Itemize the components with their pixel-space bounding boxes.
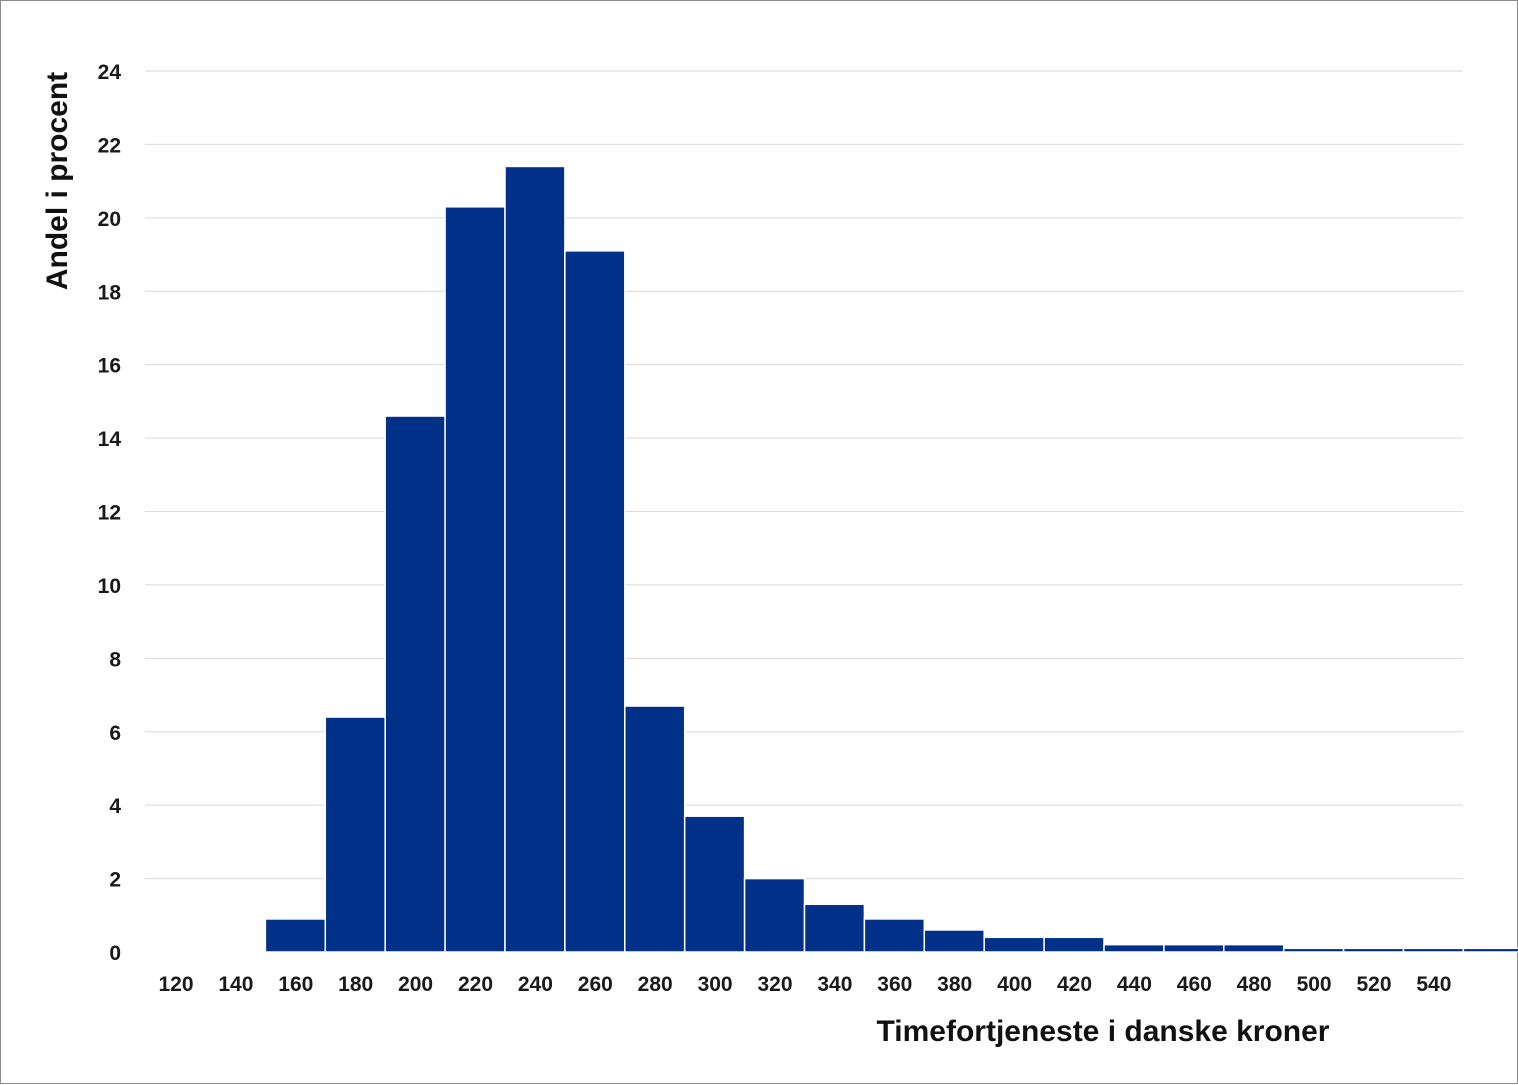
- x-tick-label: 520: [1356, 973, 1391, 996]
- bar: [1043, 936, 1105, 953]
- bar: [444, 206, 506, 953]
- x-tick-label: 140: [218, 973, 253, 996]
- y-tick-label: 12: [98, 502, 121, 525]
- x-tick-label: 460: [1177, 973, 1212, 996]
- y-tick-label: 18: [98, 281, 122, 304]
- y-axis-title: Andel i procent: [41, 72, 74, 290]
- x-tick-label: 200: [398, 973, 433, 996]
- bar: [863, 918, 926, 953]
- bar: [1163, 943, 1225, 953]
- y-tick-label: 0: [109, 942, 121, 965]
- x-tick-label: 380: [937, 973, 972, 996]
- x-tick-label: 240: [518, 973, 553, 996]
- y-tick-label: 2: [109, 869, 121, 892]
- bar: [1462, 947, 1518, 953]
- bar: [803, 903, 866, 953]
- y-tick-label: 14: [98, 428, 122, 451]
- x-tick-label: 280: [638, 973, 673, 996]
- x-axis-ticks: 120 140 160 180 200 220 240 260 280 300 320 340 360 3…: [158, 973, 1451, 996]
- x-tick-label: 160: [278, 973, 313, 996]
- x-tick-label: 220: [458, 973, 493, 996]
- y-tick-label: 8: [109, 648, 121, 671]
- x-tick-label: 500: [1297, 973, 1332, 996]
- x-tick-label: 360: [877, 973, 912, 996]
- x-tick-label: 440: [1117, 973, 1152, 996]
- x-tick-label: 480: [1237, 973, 1272, 996]
- x-tick-label: 540: [1416, 973, 1451, 996]
- y-tick-label: 20: [98, 208, 121, 231]
- bar: [1223, 943, 1285, 953]
- bar: [923, 929, 985, 953]
- bar: [1103, 943, 1165, 953]
- x-tick-label: 420: [1057, 973, 1092, 996]
- bar: [564, 250, 626, 953]
- bar: [504, 165, 566, 953]
- bar: [983, 936, 1045, 953]
- x-tick-label: 180: [338, 973, 373, 996]
- x-axis-title: Timefortjeneste i danske kroner: [877, 1015, 1330, 1048]
- bar: [1282, 947, 1345, 953]
- x-tick-label: 400: [997, 973, 1032, 996]
- bars: [264, 165, 1518, 953]
- y-tick-label: 10: [98, 575, 121, 598]
- bar: [1402, 947, 1465, 953]
- y-tick-label: 24: [98, 61, 122, 84]
- x-tick-label: 340: [817, 973, 852, 996]
- y-tick-label: 16: [98, 355, 121, 378]
- y-tick-label: 4: [109, 795, 121, 818]
- bar: [1342, 947, 1405, 953]
- bar: [264, 918, 327, 953]
- y-tick-label: 6: [109, 722, 121, 745]
- bar: [324, 716, 386, 953]
- x-tick-label: 320: [757, 973, 792, 996]
- bar: [384, 415, 446, 953]
- x-tick-label: 260: [578, 973, 613, 996]
- x-tick-label: 120: [158, 973, 193, 996]
- y-tick-label: 22: [98, 134, 121, 157]
- x-tick-label: 300: [698, 973, 733, 996]
- bar: [683, 815, 746, 953]
- bar: [624, 705, 686, 953]
- bar: [743, 877, 806, 953]
